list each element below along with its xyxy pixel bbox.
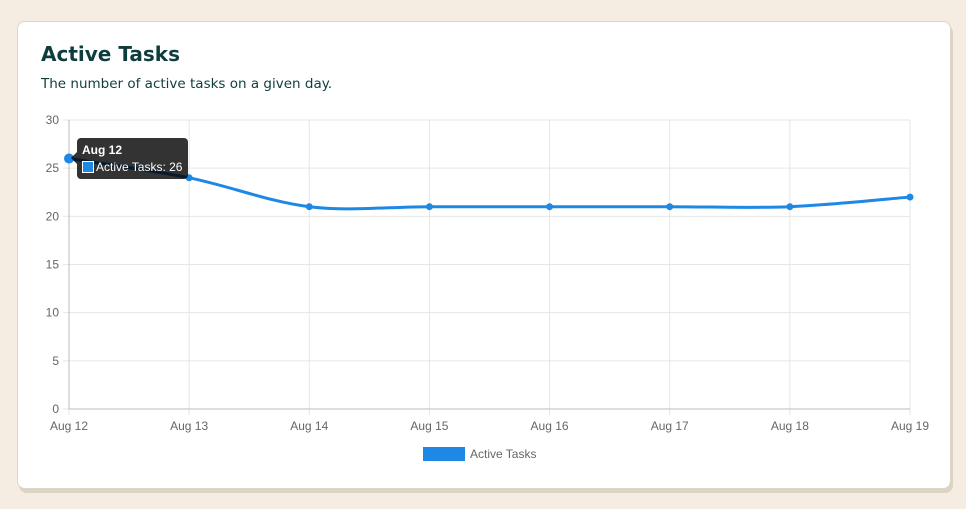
x-tick-label: Aug 17 <box>651 419 689 433</box>
y-tick-label: 10 <box>46 306 60 320</box>
chart-tooltip: Aug 12 Active Tasks: 26 <box>71 138 188 179</box>
x-tick-label: Aug 18 <box>771 419 809 433</box>
axes <box>68 120 910 410</box>
x-tick-label: Aug 13 <box>170 419 208 433</box>
y-tick-label: 5 <box>52 354 59 368</box>
series-lines <box>68 157 911 211</box>
series-line-active-tasks <box>68 157 911 211</box>
x-tick-label: Aug 14 <box>290 419 328 433</box>
tooltip-color-swatch <box>82 161 94 173</box>
data-point <box>906 193 914 201</box>
card-title: Active Tasks <box>41 42 180 66</box>
legend: Active Tasks <box>423 447 536 461</box>
x-tick-label: Aug 16 <box>531 419 569 433</box>
x-tick-label: Aug 12 <box>50 419 88 433</box>
legend-swatch <box>423 447 465 461</box>
data-point <box>305 203 313 211</box>
x-tick-labels: Aug 12 Aug 13 Aug 14 Aug 15 Aug 16 Aug 17 Aug … <box>50 419 929 433</box>
y-tick-label: 15 <box>46 258 60 272</box>
x-tick-label: Aug 15 <box>410 419 448 433</box>
y-tick-label: 0 <box>52 402 59 416</box>
y-tick-label: 20 <box>46 209 60 223</box>
tooltip-title: Aug 12 <box>82 143 123 157</box>
data-points <box>64 153 914 211</box>
y-tick-labels: 0 5 10 15 20 25 30 <box>46 113 60 416</box>
y-tick-label: 25 <box>46 161 60 175</box>
legend-label: Active Tasks <box>470 447 536 461</box>
chart-card: Active Tasks The number of active tasks … <box>17 21 951 489</box>
data-point <box>786 203 794 211</box>
tooltip-label: Active Tasks: 26 <box>96 160 183 174</box>
y-tick-label: 30 <box>46 113 60 127</box>
grid-lines <box>63 119 911 415</box>
data-point <box>546 203 554 211</box>
x-tick-label: Aug 19 <box>891 419 929 433</box>
data-point <box>666 203 674 211</box>
card-subtitle: The number of active tasks on a given da… <box>41 76 333 92</box>
data-point <box>425 203 433 211</box>
